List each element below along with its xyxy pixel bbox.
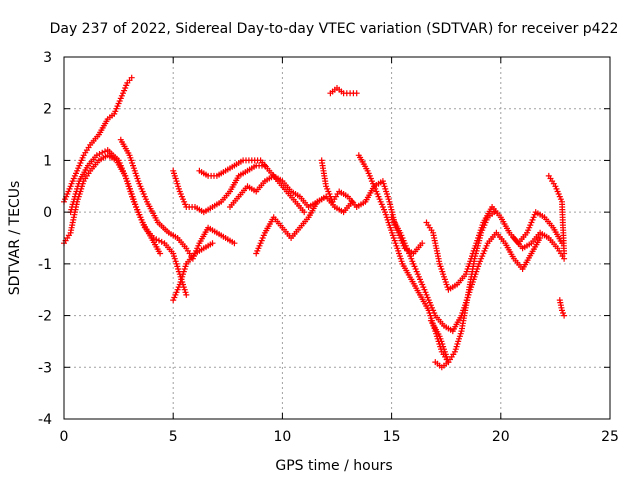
data-point [128,74,135,81]
data-point [150,235,157,241]
y-tick-labels: -4 -3 -2 -1 0 1 2 3 [38,50,52,428]
data-point [156,237,162,244]
y-tick-label: 0 [43,205,52,221]
x-tick-labels: 0 5 10 15 20 25 [60,429,619,445]
series-trace-c [67,147,190,298]
series-trace-e [170,240,216,304]
data-point [158,238,165,245]
data-point [112,108,119,115]
x-axis-title: GPS time / hours [275,458,392,474]
series-trace-i [253,193,356,257]
x-tick-label: 25 [601,429,619,445]
x-tick-label: 5 [169,429,178,445]
data-point [561,255,568,262]
x-tick-label: 0 [60,429,69,445]
x-tick-label: 20 [492,429,510,445]
series-trace-q [556,297,568,319]
axis-ticks [63,56,611,420]
data-point [231,240,238,247]
y-tick-label: 1 [43,153,52,169]
series-trace-p [545,172,568,257]
series-trace-d [117,136,238,262]
data-point [537,235,544,241]
series-trace-n [423,204,565,293]
data-point [118,92,125,99]
data-point [419,240,426,247]
y-tick-label: -2 [38,309,52,325]
data-point [99,149,106,156]
y-tick-label: 2 [43,102,52,118]
y-tick-label: -3 [38,360,52,376]
grid-lines [64,57,610,419]
series-trace-r [427,317,452,371]
series-trace-f [170,162,268,216]
data-point [183,291,190,298]
data-points [61,74,568,371]
data-point [261,162,268,169]
y-tick-label: -1 [38,257,52,273]
data-point [96,151,103,157]
y-tick-label: 3 [43,50,52,66]
y-axis-title: SDTVAR / TECUs [7,181,23,296]
plot-frame [63,56,611,420]
series-trace-o [510,229,568,262]
series-trace-j [327,85,360,97]
data-point [209,240,216,247]
data-point [301,209,308,216]
x-tick-label: 10 [273,429,291,445]
x-tick-label: 15 [383,429,401,445]
series-trace-m [388,214,544,335]
data-point [157,250,164,257]
data-point [561,250,568,257]
chart-title: Day 237 of 2022, Sidereal Day-to-day VTE… [50,21,619,37]
data-point [349,198,356,205]
data-point [353,90,360,97]
data-point [93,152,100,159]
data-point [427,317,434,324]
data-point [153,236,160,243]
series-trace-a [61,74,135,205]
y-tick-label: -4 [38,412,52,428]
data-point [561,312,568,319]
